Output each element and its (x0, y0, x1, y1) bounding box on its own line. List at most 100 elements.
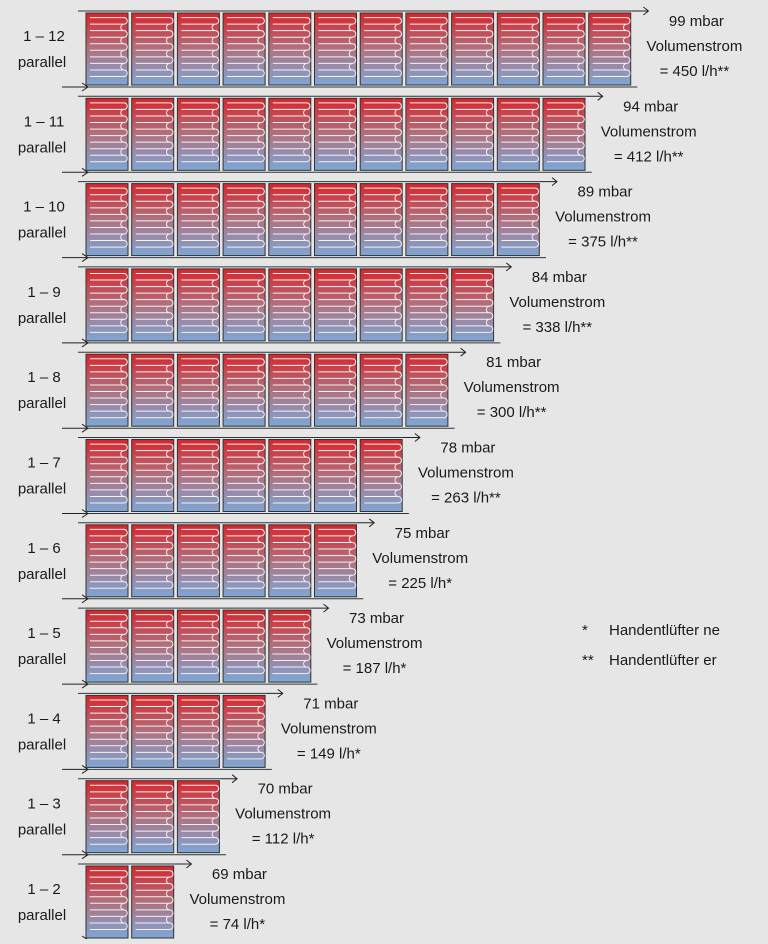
collector-row: 1 – 12 parallel 99 mbar Volumenstrom = 450 l… (18, 6, 742, 92)
row-label: 1 – 12 (23, 28, 65, 45)
meander (227, 272, 265, 333)
meander (501, 17, 539, 77)
meander (181, 699, 220, 760)
meander (592, 17, 631, 77)
inlet-arrow (62, 167, 89, 177)
flow-rate: = 338 l/h** (522, 319, 592, 336)
meander (409, 272, 448, 333)
flow-title: Volumenstrom (235, 806, 331, 823)
outlet-arrow (540, 177, 558, 186)
meander (227, 443, 265, 504)
outlet-arrow (402, 433, 421, 442)
pressure-drop: 78 mbar (440, 439, 495, 456)
outlet-arrow (220, 774, 238, 784)
meander (409, 358, 448, 419)
meander (227, 102, 265, 163)
flow-rate: = 74 l/h* (210, 916, 266, 933)
flow-title: Volumenstrom (601, 123, 697, 140)
flow-title: Volumenstrom (189, 891, 285, 908)
meander (409, 17, 448, 77)
meander (90, 870, 128, 930)
meander (181, 784, 220, 845)
flow-rate: = 149 l/h* (297, 745, 361, 762)
pressure-drop: 71 mbar (303, 695, 358, 712)
meander (135, 614, 174, 675)
outlet-arrow (174, 859, 193, 869)
outlet-arrow (494, 262, 513, 272)
legend-marker: ** (582, 652, 594, 669)
meander (181, 17, 220, 77)
flow-title: Volumenstrom (646, 38, 742, 55)
outlet-arrow (311, 603, 330, 613)
inlet-arrow (62, 253, 89, 263)
meander (90, 102, 128, 163)
row-mode: parallel (18, 907, 66, 924)
meander (181, 187, 220, 248)
meander (90, 272, 128, 333)
row-label: 1 – 6 (27, 540, 60, 557)
flow-title: Volumenstrom (509, 294, 605, 311)
meander (135, 358, 174, 419)
meander (90, 784, 128, 845)
row-label: 1 – 9 (27, 284, 60, 301)
outlet-arrow (585, 91, 604, 101)
collector (176, 183, 220, 257)
flow-rate: = 112 l/h* (252, 831, 315, 848)
meander (227, 699, 265, 760)
row-mode: parallel (18, 310, 66, 327)
row-mode: parallel (18, 225, 66, 242)
pressure-drop: 73 mbar (349, 610, 404, 627)
meander (547, 17, 585, 77)
flow-rate: = 450 l/h** (660, 63, 730, 80)
meander (181, 443, 220, 504)
meander (135, 443, 174, 504)
flow-title: Volumenstrom (555, 209, 651, 226)
row-mode: parallel (18, 395, 66, 412)
row-label: 1 – 4 (27, 710, 60, 727)
row-label: 1 – 2 (27, 881, 60, 898)
collector-row: 1 – 8 parallel 81 mbar Volumenstrom = 300 l/… (18, 347, 560, 433)
meander (135, 870, 174, 930)
collector-row: 1 – 5 parallel 73 mbar Volumenstrom = 187 l/… (18, 603, 423, 689)
pressure-drop: 94 mbar (623, 98, 678, 115)
meander (181, 528, 220, 589)
row-mode: parallel (18, 480, 66, 497)
meander (272, 614, 311, 675)
meander (90, 358, 128, 419)
legend-text: Handentlüfter er (609, 652, 717, 669)
meander (135, 187, 174, 248)
row-label: 1 – 10 (23, 199, 65, 216)
meander (364, 358, 402, 419)
meander (272, 358, 311, 419)
flow-title: Volumenstrom (418, 464, 514, 481)
meander (455, 17, 494, 77)
flow-rate: = 187 l/h* (343, 660, 407, 677)
inlet-arrow (62, 594, 89, 604)
meander (547, 102, 585, 163)
flow-title: Volumenstrom (464, 379, 560, 396)
flow-title: Volumenstrom (372, 550, 468, 567)
row-mode: parallel (18, 139, 66, 156)
outlet-arrow (357, 518, 376, 528)
collector-row: 1 – 4 parallel 71 mbar Volumenstrom = 149 l/… (18, 689, 377, 774)
meander (272, 528, 311, 589)
inlet-arrow (62, 338, 89, 348)
meander (501, 102, 539, 163)
row-label: 1 – 5 (27, 625, 60, 642)
flow-rate: = 225 l/h* (388, 575, 452, 592)
meander (318, 358, 357, 419)
meander (409, 102, 448, 163)
row-label: 1 – 7 (27, 454, 60, 471)
flow-title: Volumenstrom (327, 635, 423, 652)
row-label: 1 – 3 (27, 796, 60, 813)
meander (318, 187, 357, 248)
meander (135, 699, 174, 760)
collector-row: 1 – 10 parallel 89 mbar Volumenstrom = 375 l… (18, 177, 651, 263)
meander (318, 528, 357, 589)
meander (181, 614, 220, 675)
meander (227, 17, 265, 77)
collector-row: 1 – 7 parallel 78 mbar Volumenstrom = 263 l/… (18, 433, 514, 518)
meander (364, 187, 402, 248)
meander (90, 187, 128, 248)
legend-text: Handentlüfter ne (609, 622, 720, 639)
